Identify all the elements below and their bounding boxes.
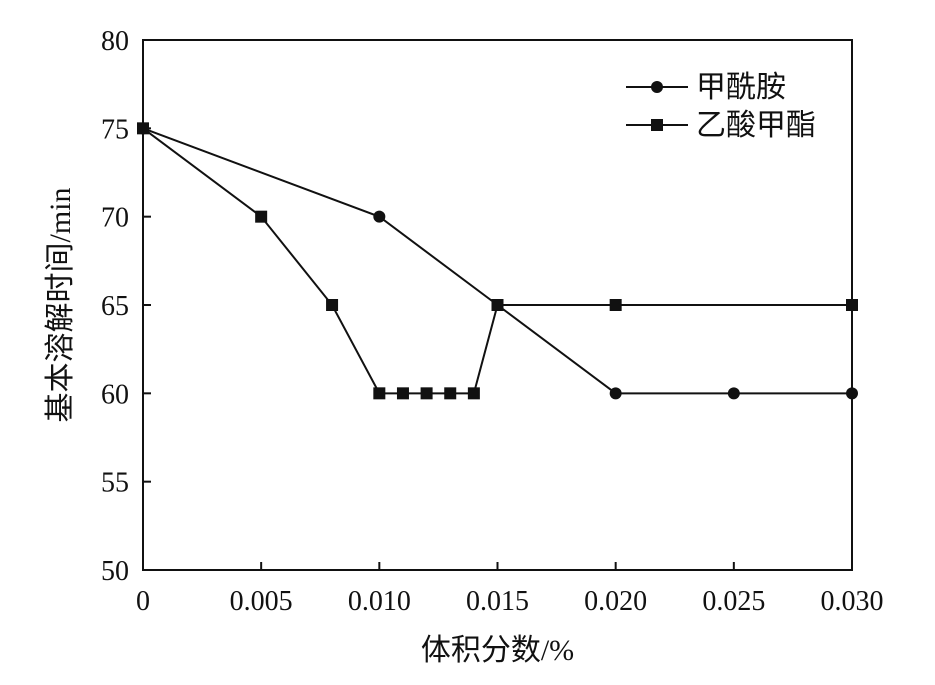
legend-label-formamide: 甲酰胺 [696, 71, 786, 104]
x-tick-label: 0.020 [584, 586, 647, 617]
data-point-methyl-acetate [326, 299, 339, 311]
data-point-methyl-acetate [444, 387, 457, 400]
x-tick-label: 0.005 [230, 586, 293, 617]
legend-label-methyl-acetate: 乙酸甲酯 [696, 109, 816, 142]
data-point-methyl-acetate [373, 387, 386, 400]
series-line-formamide [142, 127, 852, 395]
y-tick-label: 50 [101, 556, 129, 587]
y-tick-label: 60 [101, 379, 129, 410]
legend: 甲酰胺 乙酸甲酯 [626, 71, 816, 142]
legend-marker-formamide [651, 81, 663, 93]
data-point-methyl-acetate [137, 122, 149, 135]
data-point-formamide [727, 387, 740, 400]
x-tick-label: 0.030 [821, 586, 884, 617]
data-point-methyl-acetate [491, 299, 504, 311]
data-point-formamide [373, 210, 386, 223]
data-point-methyl-acetate [255, 210, 268, 223]
x-tick-label: 0.025 [702, 586, 765, 617]
data-point-methyl-acetate [609, 299, 622, 311]
y-axis-label: 基本溶解时间/min [44, 187, 77, 422]
data-point-methyl-acetate [467, 387, 480, 400]
data-point-methyl-acetate [420, 387, 433, 400]
axes: 0 0.005 0.010 0.015 0.020 0.025 0.030 50 55 60 65 7… [101, 26, 884, 617]
y-tick-label: 70 [101, 203, 129, 234]
y-tick-label: 55 [101, 468, 129, 499]
legend-marker-methyl-acetate [651, 119, 663, 131]
data-point-formamide [609, 387, 622, 400]
y-tick-label: 80 [101, 26, 129, 57]
x-tick-label: 0.010 [348, 586, 411, 617]
x-tick-label: 0 [136, 586, 150, 617]
data-point-formamide [846, 387, 858, 400]
y-tick-label: 65 [101, 291, 129, 322]
data-point-methyl-acetate [396, 387, 409, 400]
x-tick-label: 0.015 [466, 586, 529, 617]
x-axis-label: 体积分数/% [421, 634, 574, 667]
data-point-methyl-acetate [846, 299, 858, 311]
series-layer [137, 122, 858, 400]
y-tick-label: 75 [101, 114, 129, 145]
